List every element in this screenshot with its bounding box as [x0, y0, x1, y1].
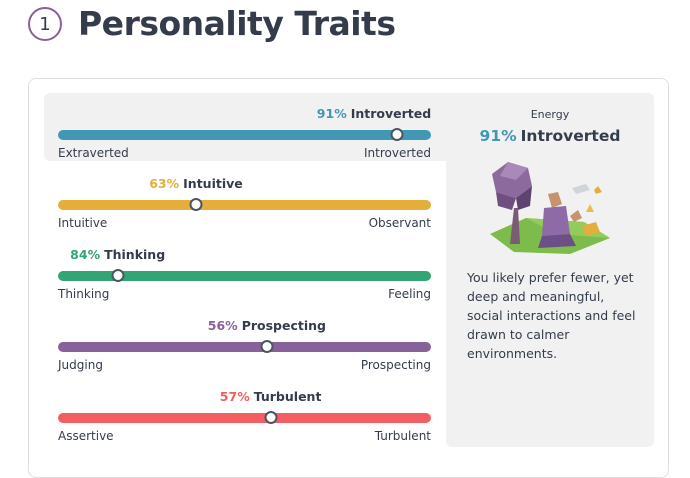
trait-left-label: Thinking — [58, 287, 110, 301]
panel-result: 91% Introverted — [446, 127, 654, 145]
trait-heading: 91% Introverted — [317, 106, 431, 121]
trait-row-identity[interactable]: 57% Turbulent Assertive Turbulent — [58, 389, 431, 443]
trait-bar — [58, 130, 431, 140]
trait-slider-knob[interactable] — [111, 269, 125, 282]
trait-right-label: Prospecting — [360, 358, 431, 372]
trait-row-tactics[interactable]: 56% Prospecting Judging Prospecting — [58, 318, 431, 372]
trait-bar — [58, 271, 431, 281]
trait-heading: 63% Intuitive — [149, 176, 243, 191]
selected-trait-highlight — [44, 93, 446, 161]
step-number: 1 — [39, 13, 51, 35]
panel-trait-name: Introverted — [520, 127, 621, 145]
trait-right-label: Turbulent — [374, 429, 431, 443]
trait-slider-knob[interactable] — [260, 340, 274, 353]
trait-percent: 91% — [316, 106, 347, 121]
panel-description: You likely prefer fewer, yet deep and me… — [467, 270, 636, 361]
trait-percent: 63% — [149, 176, 180, 191]
trait-heading: 84% Thinking — [70, 247, 165, 262]
panel-category-label: Energy — [530, 108, 570, 121]
page-title: Personality Traits — [78, 4, 396, 43]
trait-left-label: Judging — [58, 358, 103, 372]
trait-percent: 57% — [219, 389, 250, 404]
trait-right-label: Introverted — [364, 146, 431, 160]
trait-left-label: Extraverted — [58, 146, 129, 160]
trait-right-label: Observant — [368, 216, 431, 230]
introvert-reading-under-tree-illustration — [490, 162, 610, 254]
panel-percent: 91% — [479, 127, 517, 145]
trait-row-mind[interactable]: 63% Intuitive Intuitive Observant — [58, 176, 431, 230]
trait-row-energy[interactable]: 91% Introverted Extraverted Introverted — [58, 106, 431, 160]
trait-name: Intuitive — [183, 176, 243, 191]
trait-name: Turbulent — [253, 389, 322, 404]
trait-name: Introverted — [350, 106, 432, 121]
trait-name: Prospecting — [241, 318, 326, 333]
trait-heading: 57% Turbulent — [220, 389, 322, 404]
trait-row-nature[interactable]: 84% Thinking Thinking Feeling — [58, 247, 431, 301]
trait-percent: 56% — [207, 318, 238, 333]
trait-bar — [58, 342, 431, 352]
trait-detail-panel — [446, 93, 654, 447]
trait-slider-knob[interactable] — [390, 128, 404, 141]
trait-right-label: Feeling — [388, 287, 431, 301]
trait-left-label: Intuitive — [58, 216, 108, 230]
trait-heading: 56% Prospecting — [208, 318, 326, 333]
trait-bar — [58, 200, 431, 210]
step-number-badge: 1 — [28, 7, 62, 41]
trait-slider-knob[interactable] — [264, 411, 278, 424]
trait-left-label: Assertive — [58, 429, 114, 443]
trait-slider-knob[interactable] — [189, 198, 203, 211]
trait-name: Thinking — [104, 247, 166, 262]
trait-bar — [58, 413, 431, 423]
trait-percent: 84% — [70, 247, 101, 262]
